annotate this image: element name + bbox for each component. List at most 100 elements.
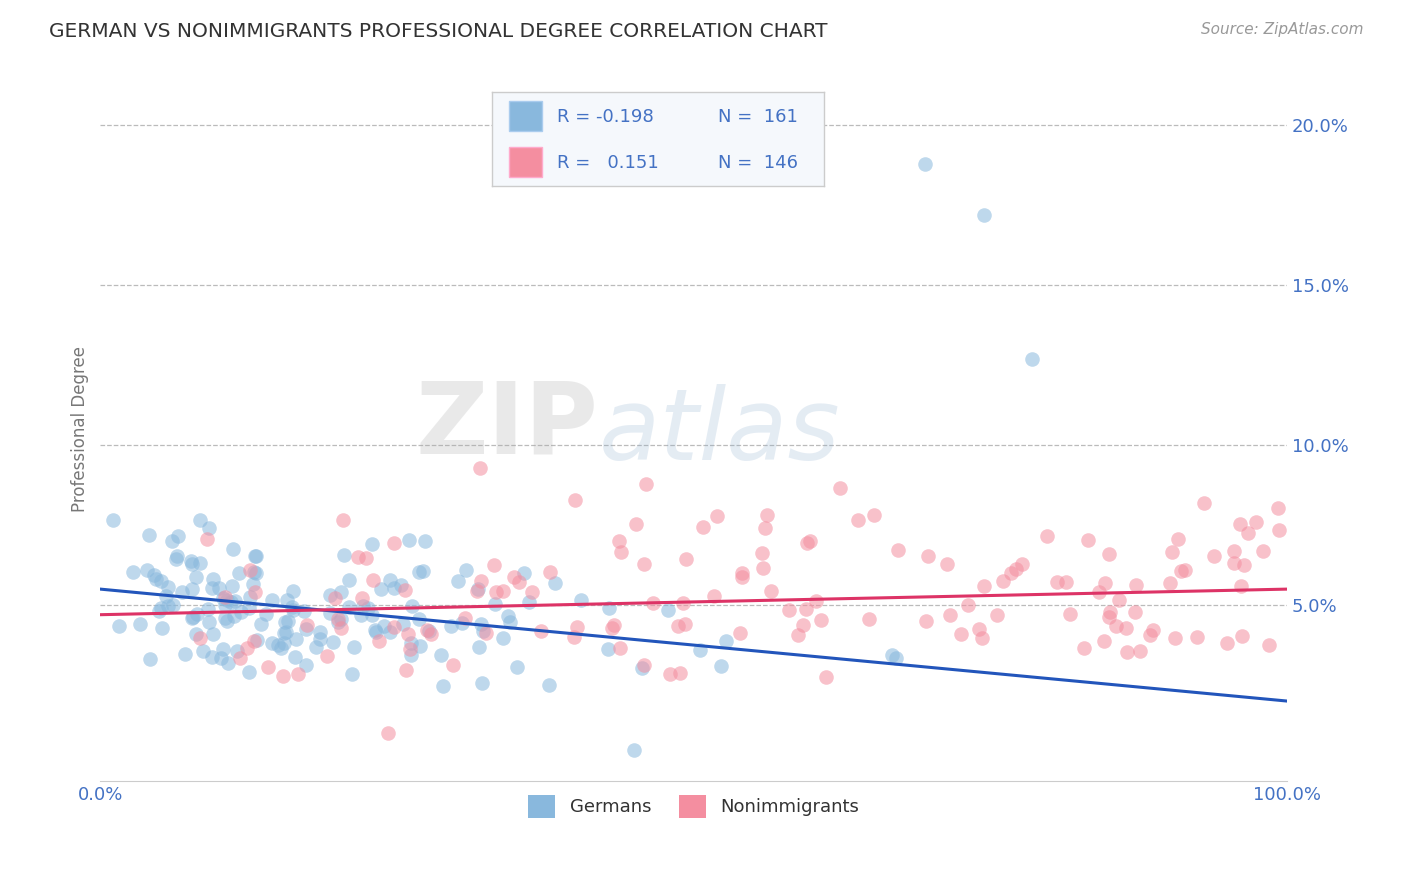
- Point: [936, 557, 959, 571]
- Point: [471, 675, 494, 690]
- Point: [1005, 562, 1028, 576]
- Point: [1163, 631, 1185, 645]
- Point: [626, 517, 648, 532]
- Point: [174, 648, 197, 662]
- Point: [180, 554, 202, 568]
- Point: [1115, 644, 1137, 658]
- Point: [1115, 621, 1137, 635]
- Point: [368, 634, 391, 648]
- Point: [949, 626, 972, 640]
- Point: [420, 627, 443, 641]
- Point: [360, 537, 382, 551]
- Point: [304, 640, 326, 654]
- Text: ZIP: ZIP: [416, 377, 599, 475]
- Point: [973, 579, 995, 593]
- Point: [598, 601, 620, 615]
- Point: [297, 617, 319, 632]
- Point: [332, 548, 354, 562]
- Point: [884, 651, 907, 665]
- Point: [706, 508, 728, 523]
- Point: [292, 604, 315, 618]
- Point: [1170, 564, 1192, 578]
- Point: [281, 599, 304, 614]
- Point: [332, 513, 354, 527]
- Point: [260, 636, 283, 650]
- Point: [219, 595, 242, 609]
- Point: [641, 596, 664, 610]
- Point: [799, 534, 821, 549]
- Point: [352, 599, 374, 613]
- Point: [186, 607, 208, 621]
- Point: [208, 581, 231, 595]
- Point: [1108, 593, 1130, 607]
- Point: [350, 607, 373, 622]
- Point: [319, 589, 342, 603]
- Point: [610, 545, 633, 559]
- Y-axis label: Professional Degree: Professional Degree: [72, 346, 89, 512]
- Point: [329, 612, 352, 626]
- Point: [730, 626, 752, 640]
- Point: [243, 565, 266, 579]
- Point: [537, 678, 560, 692]
- Point: [188, 513, 211, 527]
- Point: [354, 551, 377, 566]
- Point: [1230, 579, 1253, 593]
- Point: [215, 593, 238, 607]
- Point: [148, 604, 170, 618]
- Point: [484, 597, 506, 611]
- Point: [1139, 628, 1161, 642]
- Point: [623, 742, 645, 756]
- Point: [226, 644, 249, 658]
- Point: [450, 616, 472, 631]
- Point: [440, 619, 463, 633]
- Point: [474, 625, 496, 640]
- Point: [492, 583, 515, 598]
- Point: [1229, 517, 1251, 532]
- Point: [195, 532, 218, 546]
- Point: [408, 566, 430, 580]
- Point: [167, 529, 190, 543]
- Point: [598, 641, 620, 656]
- Point: [340, 667, 363, 681]
- Point: [408, 612, 430, 626]
- Point: [1216, 636, 1239, 650]
- Text: Source: ZipAtlas.com: Source: ZipAtlas.com: [1201, 22, 1364, 37]
- Point: [1236, 526, 1258, 541]
- Point: [538, 565, 561, 579]
- Point: [472, 624, 495, 639]
- Point: [238, 601, 260, 615]
- Point: [669, 665, 692, 680]
- Point: [378, 624, 401, 639]
- Point: [201, 581, 224, 595]
- Point: [224, 594, 246, 608]
- Point: [184, 570, 207, 584]
- Point: [1099, 605, 1122, 619]
- Point: [454, 611, 477, 625]
- Point: [273, 625, 295, 640]
- Point: [1268, 523, 1291, 537]
- Point: [284, 632, 307, 647]
- Point: [401, 599, 423, 614]
- Point: [609, 533, 631, 548]
- Point: [166, 549, 188, 564]
- Point: [815, 670, 838, 684]
- Point: [786, 628, 808, 642]
- Point: [364, 625, 387, 640]
- Point: [1223, 543, 1246, 558]
- Point: [184, 627, 207, 641]
- Point: [810, 613, 832, 627]
- Point: [157, 581, 180, 595]
- Point: [673, 616, 696, 631]
- Point: [1123, 606, 1146, 620]
- Point: [360, 607, 382, 622]
- Point: [239, 591, 262, 605]
- Point: [938, 608, 960, 623]
- Point: [659, 667, 682, 681]
- Point: [1059, 607, 1081, 621]
- Point: [468, 460, 491, 475]
- Point: [221, 579, 243, 593]
- Point: [692, 520, 714, 534]
- Point: [246, 632, 269, 647]
- Point: [283, 603, 305, 617]
- Point: [806, 594, 828, 608]
